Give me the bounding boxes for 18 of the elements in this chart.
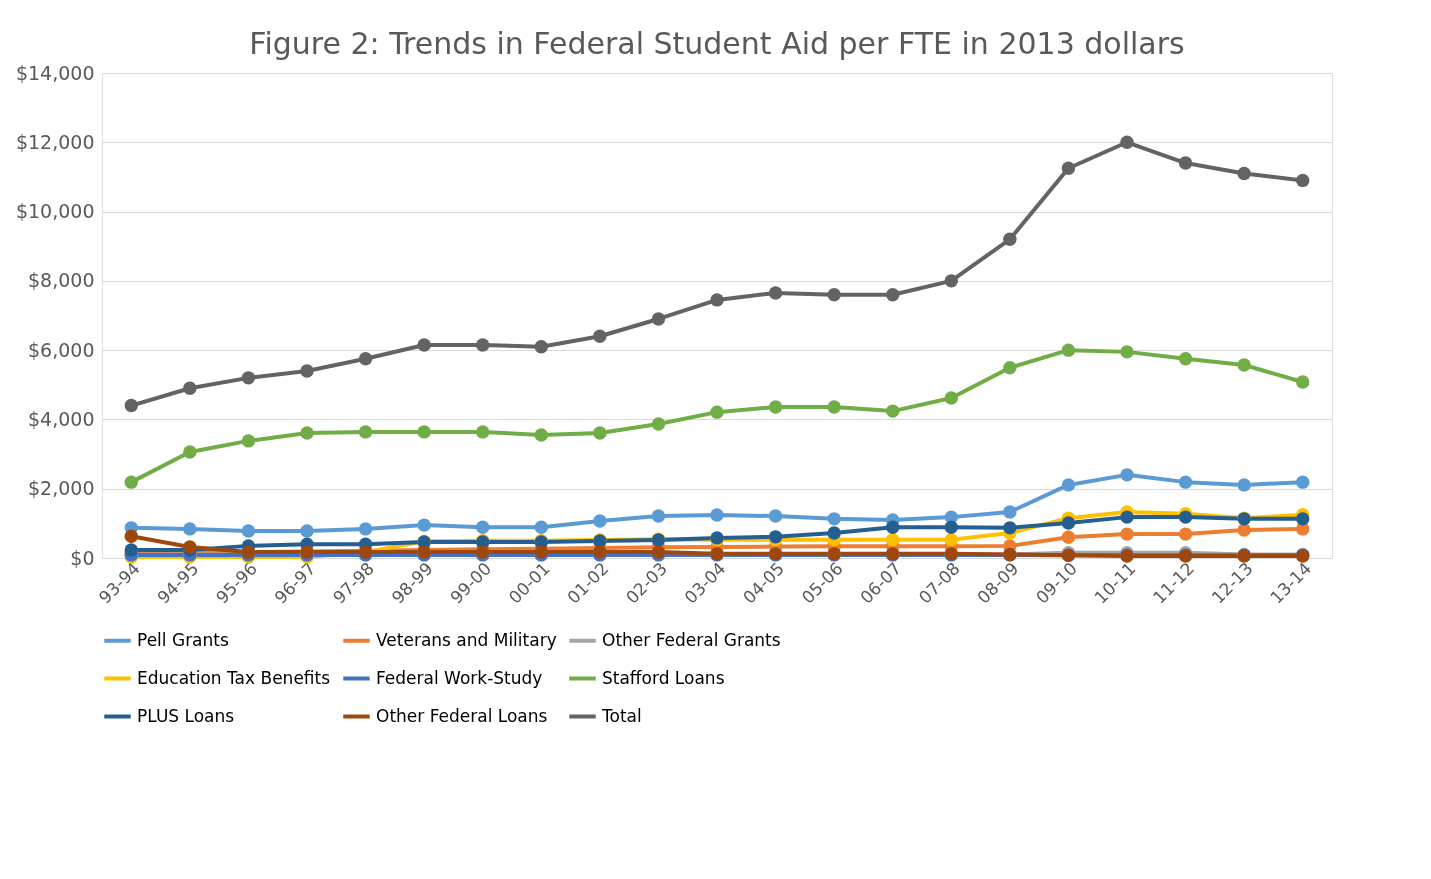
legend-label: Total (601, 705, 642, 726)
y-tick-label: $14,000 (15, 61, 95, 84)
y-tick-label: $4,000 (28, 407, 95, 430)
legend-label: Federal Work-Study (376, 667, 543, 688)
y-tick-label: $10,000 (15, 200, 95, 223)
y-tick-label: $12,000 (15, 130, 95, 153)
y-tick-label: $2,000 (28, 477, 95, 500)
chart-title: Figure 2: Trends in Federal Student Aid per FTE in 2013 dollars (249, 26, 1185, 61)
y-tick-label: $8,000 (28, 269, 95, 292)
legend-label: Stafford Loans (602, 667, 725, 688)
legend-label: Other Federal Loans (376, 705, 548, 726)
legend-label: PLUS Loans (137, 705, 235, 726)
y-tick-label: $6,000 (28, 338, 95, 361)
y-tick-label: $0 (70, 546, 95, 569)
legend-label: Education Tax Benefits (137, 667, 331, 688)
legend-label: Veterans and Military (376, 629, 557, 650)
legend-label: Pell Grants (137, 629, 229, 650)
legend-label: Other Federal Grants (602, 629, 781, 650)
